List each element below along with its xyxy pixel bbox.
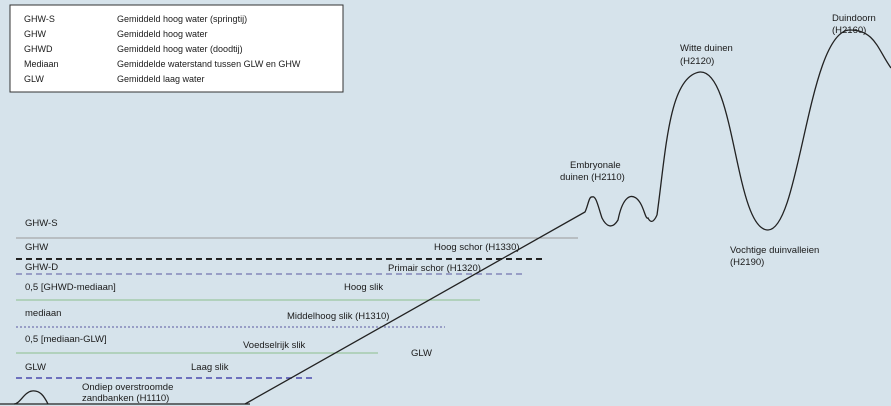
legend-abbr-ghw: GHW <box>24 29 47 39</box>
label-voedselrijk-slik: Voedselrijk slik <box>243 340 306 351</box>
label-mediaan-glw: 0,5 [mediaan-GLW] <box>25 334 107 345</box>
label-hoog-schor: Hoog schor (H1330) <box>434 242 520 253</box>
legend: GHW-S Gemiddeld hoog water (springtij) G… <box>9 4 344 93</box>
legend-desc-ghw: Gemiddeld hoog water <box>117 29 208 39</box>
water-level-labels: GHW-S GHW GHW-D 0,5 [GHWD-mediaan] media… <box>25 218 116 373</box>
label-glw-mid: GLW <box>411 348 432 359</box>
label-laag-slik: Laag slik <box>191 362 229 373</box>
legend-abbr-ghwd: GHWD <box>24 44 53 54</box>
label-witte-duinen-2: (H2120) <box>680 56 714 67</box>
label-mediaan: mediaan <box>25 308 61 319</box>
label-vochtige-2: (H2190) <box>730 257 764 268</box>
legend-abbr-glw: GLW <box>24 74 44 84</box>
legend-box <box>9 4 344 93</box>
habitat-labels: Hoog schor (H1330) Primair schor (H1320)… <box>82 13 876 404</box>
legend-desc-mediaan: Gemiddelde waterstand tussen GLW en GHW <box>117 59 301 69</box>
label-vochtige-1: Vochtige duinvalleien <box>730 245 819 256</box>
legend-desc-ghwd: Gemiddeld hoog water (doodtij) <box>117 44 243 54</box>
dune-ridge-line <box>656 29 891 231</box>
label-glw: GLW <box>25 362 46 373</box>
legend-desc-ghw-s: Gemiddeld hoog water (springtij) <box>117 14 247 24</box>
label-primair-schor: Primair schor (H1320) <box>388 263 481 274</box>
legend-desc-glw: Gemiddeld laag water <box>117 74 205 84</box>
label-embryonale-2: duinen (H2110) <box>560 172 625 183</box>
label-ghw-s: GHW-S <box>25 218 58 229</box>
label-ghw-d: GHW-D <box>25 262 58 273</box>
label-hoog-slik: Hoog slik <box>344 282 383 293</box>
label-duindoorn-1: Duindoorn <box>832 13 876 24</box>
ground-profile <box>0 29 891 405</box>
label-embryonale-1: Embryonale <box>570 160 621 171</box>
legend-abbr-mediaan: Mediaan <box>24 59 59 69</box>
label-zandbanken-1: Ondiep overstroomde <box>82 382 173 393</box>
sloping-shore-line <box>244 195 658 405</box>
sandbank-bump <box>13 390 49 405</box>
label-middelhoog-slik: Middelhoog slik (H1310) <box>287 311 389 322</box>
label-ghwd-mediaan: 0,5 [GHWD-mediaan] <box>25 282 116 293</box>
label-witte-duinen-1: Witte duinen <box>680 43 733 54</box>
water-level-lines <box>16 237 578 379</box>
label-zandbanken-2: zandbanken (H1110) <box>82 393 169 404</box>
label-duindoorn-2: (H2160) <box>832 25 866 36</box>
label-ghw: GHW <box>25 242 48 253</box>
legend-abbr-ghw-s: GHW-S <box>24 14 55 24</box>
